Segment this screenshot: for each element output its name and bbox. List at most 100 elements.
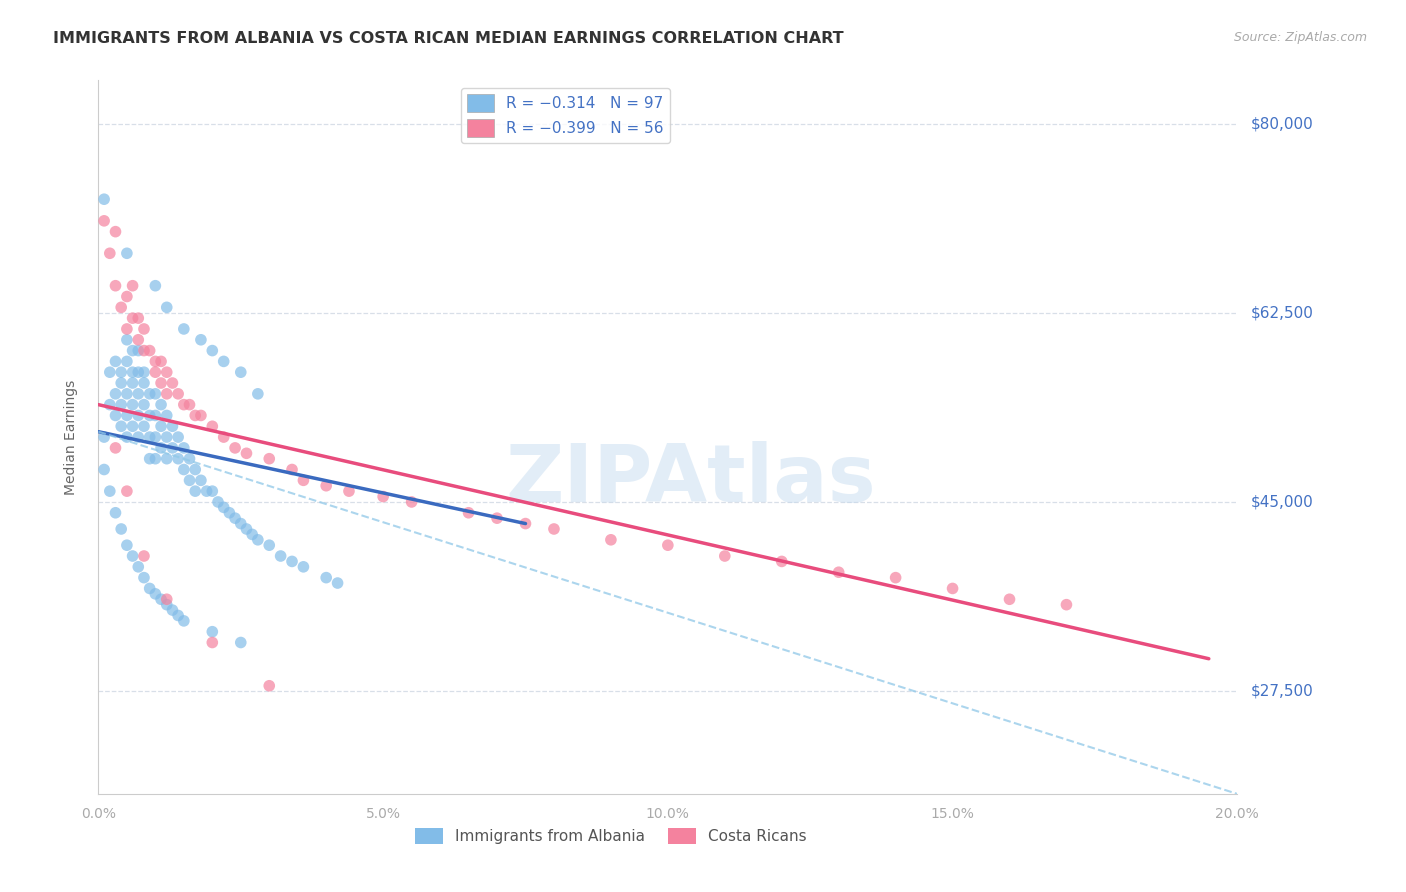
Point (884, 571, 907, 585)
Point (121, 278, 143, 293)
Point (104, 225, 127, 239)
Point (104, 354, 127, 368)
Point (173, 322, 195, 336)
Point (235, 522, 257, 536)
Point (115, 538, 138, 552)
Point (156, 592, 179, 607)
Point (110, 376, 132, 390)
Point (104, 278, 127, 293)
Point (115, 246, 138, 260)
Point (127, 333, 149, 347)
Point (110, 398, 132, 412)
Point (167, 608, 190, 623)
Point (93, 430, 115, 444)
Point (115, 322, 138, 336)
Point (121, 343, 143, 358)
Point (156, 451, 179, 466)
Point (270, 549, 292, 563)
Point (110, 419, 132, 434)
Point (104, 387, 127, 401)
Point (942, 582, 965, 596)
Point (115, 484, 138, 499)
Point (110, 522, 132, 536)
Point (132, 419, 155, 434)
Point (132, 549, 155, 563)
Point (229, 516, 252, 531)
Point (229, 365, 252, 379)
Point (145, 587, 167, 601)
Point (184, 409, 207, 423)
Point (121, 549, 143, 563)
Point (98, 365, 121, 379)
Point (190, 409, 212, 423)
Point (93, 462, 115, 476)
Point (104, 506, 127, 520)
Point (162, 419, 184, 434)
Point (138, 343, 160, 358)
Point (145, 278, 167, 293)
Point (167, 387, 190, 401)
Point (281, 554, 304, 568)
Point (150, 376, 173, 390)
Point (373, 490, 395, 504)
Point (657, 538, 679, 552)
Point (212, 430, 235, 444)
Point (173, 614, 195, 628)
Point (121, 376, 143, 390)
Point (201, 343, 224, 358)
Point (104, 441, 127, 455)
Point (457, 506, 479, 520)
Point (127, 365, 149, 379)
Point (132, 343, 155, 358)
Point (127, 559, 149, 574)
Point (156, 430, 179, 444)
Point (207, 495, 229, 509)
Point (179, 451, 201, 466)
Point (259, 538, 281, 552)
Point (132, 376, 155, 390)
Point (179, 398, 201, 412)
Point (93, 214, 115, 228)
Point (326, 576, 349, 591)
Point (156, 301, 179, 315)
Point (150, 592, 173, 607)
Y-axis label: Median Earnings: Median Earnings (63, 379, 77, 495)
Point (98, 246, 121, 260)
Point (145, 409, 167, 423)
Point (401, 495, 423, 509)
Point (337, 484, 360, 499)
Point (195, 484, 218, 499)
Point (127, 343, 149, 358)
Point (600, 533, 623, 547)
Point (184, 462, 207, 476)
Text: $80,000: $80,000 (1251, 116, 1315, 131)
Point (218, 506, 240, 520)
Point (315, 571, 337, 585)
Point (121, 311, 143, 326)
Point (229, 635, 252, 649)
Point (292, 559, 315, 574)
Text: $62,500: $62,500 (1251, 305, 1315, 320)
Point (104, 409, 127, 423)
Point (98, 484, 121, 499)
Point (138, 582, 160, 596)
Point (167, 430, 190, 444)
Point (127, 311, 149, 326)
Text: IMMIGRANTS FROM ALBANIA VS COSTA RICAN MEDIAN EARNINGS CORRELATION CHART: IMMIGRANTS FROM ALBANIA VS COSTA RICAN M… (53, 31, 844, 46)
Point (212, 354, 235, 368)
Point (115, 333, 138, 347)
Point (121, 398, 143, 412)
Point (145, 451, 167, 466)
Point (201, 419, 224, 434)
Point (259, 451, 281, 466)
Point (132, 398, 155, 412)
Point (110, 301, 132, 315)
Point (998, 592, 1021, 607)
Point (173, 441, 195, 455)
Point (167, 451, 190, 466)
Point (240, 527, 263, 541)
Point (156, 598, 179, 612)
Point (138, 387, 160, 401)
Point (98, 398, 121, 412)
Point (184, 484, 207, 499)
